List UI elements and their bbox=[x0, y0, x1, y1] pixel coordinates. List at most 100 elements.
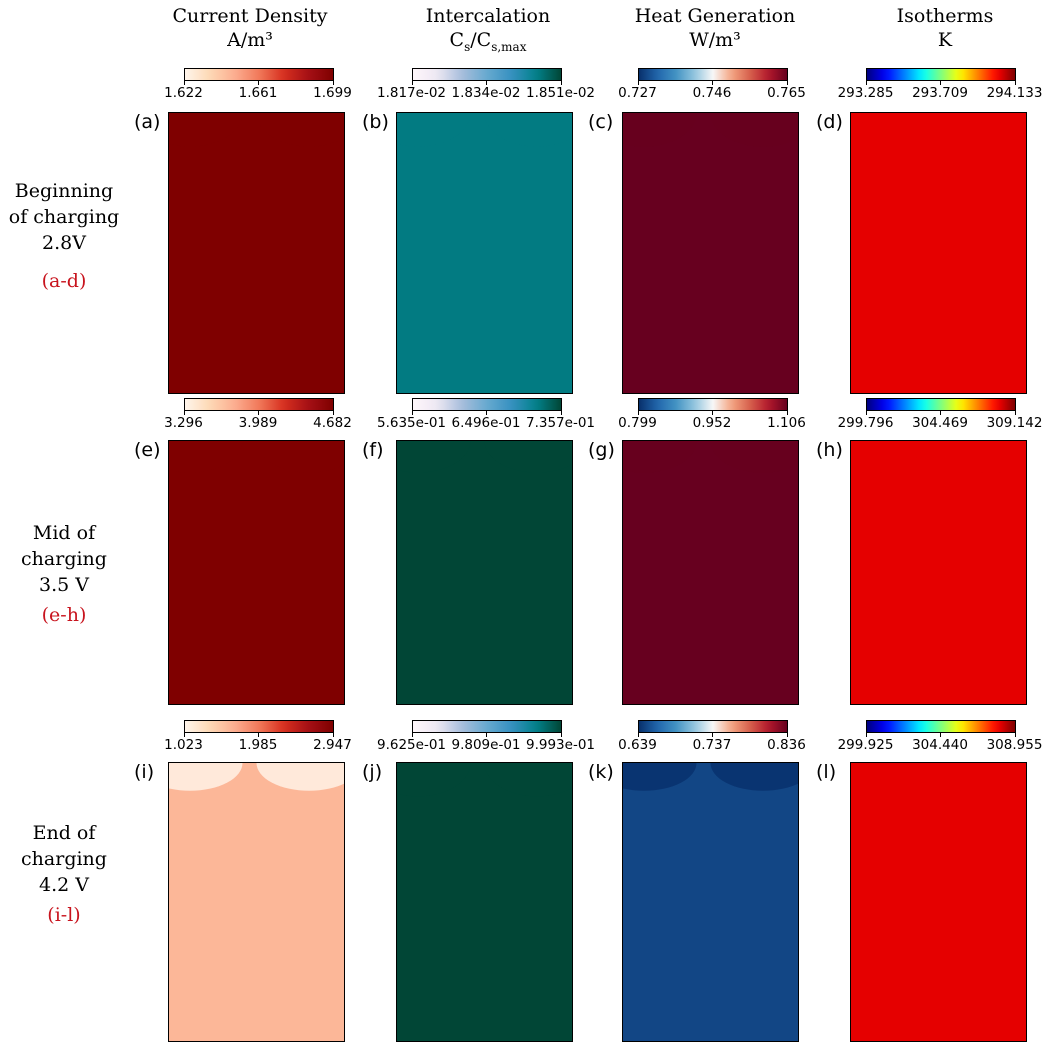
heatmap-hotspot bbox=[397, 763, 471, 797]
row-label-line: 3.5 V bbox=[39, 574, 89, 596]
colorbar-tick bbox=[258, 411, 259, 415]
colorbar-tick bbox=[411, 81, 413, 85]
heatmap-hotspot bbox=[851, 763, 925, 797]
heatmap-hotspot bbox=[938, 113, 1026, 123]
heatmap-hotspot bbox=[397, 113, 471, 147]
column-unit: Cs/Cs,max bbox=[449, 29, 527, 54]
colorbar-tick bbox=[865, 411, 867, 415]
column-unit: W/m³ bbox=[689, 29, 741, 51]
colorbar-tick-label: 299.925 bbox=[837, 737, 894, 753]
panel-label: (k) bbox=[588, 761, 614, 783]
heatmap-svg bbox=[169, 113, 344, 393]
colorbar-tick bbox=[560, 81, 562, 85]
heatmap-svg bbox=[397, 763, 572, 1041]
colorbar bbox=[637, 720, 788, 733]
heatmap-panel bbox=[396, 112, 573, 394]
colorbar-tick-label: 0.836 bbox=[767, 737, 806, 753]
colorbar-tick-label: 1.023 bbox=[164, 737, 203, 753]
panel-label: (c) bbox=[588, 111, 614, 133]
heatmap-band bbox=[169, 113, 344, 393]
colorbar-tick bbox=[865, 81, 867, 85]
row-label-line: Beginning bbox=[14, 180, 114, 202]
colorbar-tick bbox=[786, 733, 788, 737]
heatmap-coldspot bbox=[256, 763, 344, 791]
heatmap-hotspot bbox=[256, 441, 344, 473]
heatmap-svg bbox=[851, 441, 1026, 704]
heatmap-svg bbox=[623, 113, 798, 393]
colorbar bbox=[183, 398, 334, 411]
panel-label: (d) bbox=[816, 111, 843, 133]
colorbar-tick-label: 4.682 bbox=[313, 415, 352, 431]
colorbar-tick bbox=[786, 81, 788, 85]
colorbar-tick bbox=[332, 733, 334, 737]
column-header-intercalation: Intercalation Cs/Cs,max bbox=[368, 4, 608, 59]
colorbar-tick-label: 309.142 bbox=[986, 415, 1043, 431]
heatmap-svg bbox=[851, 763, 1026, 1041]
row-label-beginning: Beginning of charging 2.8V (a-d) bbox=[0, 178, 128, 294]
colorbar-tick bbox=[1014, 411, 1016, 415]
heatmap-svg bbox=[623, 763, 798, 1041]
colorbar bbox=[411, 720, 562, 733]
colorbar bbox=[865, 68, 1016, 81]
colorbar-tick-label: 1.106 bbox=[767, 415, 806, 431]
heatmap-hotspot bbox=[256, 113, 344, 147]
colorbar bbox=[411, 68, 562, 81]
colorbar-tick bbox=[637, 81, 639, 85]
heatmap-svg bbox=[851, 113, 1026, 393]
colorbar-tick-label: 293.285 bbox=[837, 85, 894, 101]
colorbar-tick bbox=[411, 411, 413, 415]
row-label-line: End of bbox=[32, 822, 96, 844]
colorbar-tick-label: 6.496e-01 bbox=[451, 415, 521, 431]
panel-label: (e) bbox=[134, 439, 161, 461]
heatmap-hotspot bbox=[169, 113, 243, 147]
colorbar-tick-label: 1.699 bbox=[313, 85, 352, 101]
column-title: Current Density bbox=[172, 5, 328, 27]
colorbar-tick-label: 308.955 bbox=[986, 737, 1043, 753]
heatmap-hotspot bbox=[484, 113, 572, 147]
colorbar-tick-label: 0.765 bbox=[767, 85, 806, 101]
heatmap-svg bbox=[397, 441, 572, 704]
heatmap-hotspot bbox=[938, 441, 1026, 473]
heatmap-svg bbox=[397, 113, 572, 393]
heatmap-band bbox=[169, 441, 344, 704]
panel-label: (g) bbox=[588, 439, 615, 461]
colorbar-tick bbox=[183, 733, 185, 737]
colorbar-tick-label: 3.296 bbox=[164, 415, 203, 431]
heatmap-band bbox=[851, 441, 1026, 704]
heatmap-panel bbox=[622, 762, 799, 1042]
colorbar-tick-label: 304.469 bbox=[912, 415, 968, 431]
colorbar bbox=[183, 720, 334, 733]
heatmap-panel bbox=[396, 440, 573, 705]
heatmap-hotspot bbox=[484, 763, 572, 797]
heatmap-panel bbox=[850, 762, 1027, 1042]
colorbar-tick-label: 0.746 bbox=[692, 85, 732, 101]
heatmap-panel bbox=[622, 440, 799, 705]
heatmap-coldspot bbox=[623, 763, 697, 791]
panel-label: (j) bbox=[362, 761, 383, 783]
heatmap-band bbox=[851, 113, 1026, 393]
heatmap-panel bbox=[850, 112, 1027, 394]
colorbar-tick-label: 9.809e-01 bbox=[451, 737, 521, 753]
colorbar-tick bbox=[332, 81, 334, 85]
heatmap-panel bbox=[168, 762, 345, 1042]
heatmap-svg bbox=[169, 441, 344, 704]
row-label-line: 2.8V bbox=[42, 232, 86, 254]
heatmap-hotspot bbox=[397, 441, 471, 473]
heatmap-band bbox=[397, 763, 572, 1041]
row-label-line: Mid of bbox=[32, 522, 96, 544]
column-header-current-density: Current Density A/m³ bbox=[130, 4, 370, 52]
heatmap-hotspot bbox=[484, 441, 572, 473]
colorbar-tick bbox=[940, 81, 941, 85]
heatmap-svg bbox=[623, 441, 798, 704]
heatmap-hotspot bbox=[710, 441, 798, 473]
panel-label: (i) bbox=[134, 761, 155, 783]
heatmap-hotspot bbox=[169, 441, 243, 473]
colorbar-tick-label: 294.133 bbox=[986, 85, 1043, 101]
heatmap-band bbox=[623, 113, 798, 393]
colorbar-tick bbox=[411, 733, 413, 737]
colorbar-tick bbox=[712, 733, 713, 737]
panel-label: (h) bbox=[816, 439, 843, 461]
heatmap-hotspot bbox=[851, 113, 925, 123]
panel-label: (a) bbox=[134, 111, 161, 133]
colorbar-tick bbox=[637, 411, 639, 415]
